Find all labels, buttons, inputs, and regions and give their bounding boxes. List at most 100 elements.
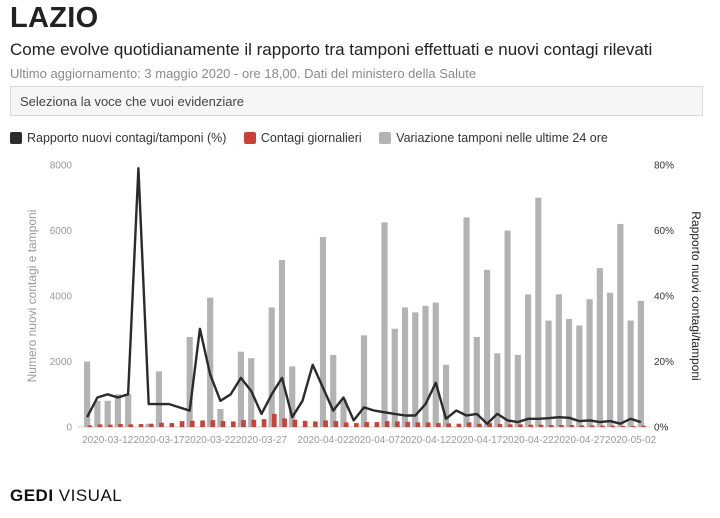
bar-daily-cases (405, 421, 410, 427)
bar-daily-cases (159, 422, 164, 427)
bar-tests-variation (545, 320, 552, 427)
bar-daily-cases (620, 426, 626, 427)
bar-tests-variation (442, 364, 450, 427)
bar-daily-cases (272, 413, 277, 427)
logo-brand-rest: VISUAL (53, 486, 123, 505)
bar-tests-variation (84, 361, 91, 427)
bar-daily-cases (292, 419, 298, 427)
logo-brand-bold: GEDI (10, 486, 54, 505)
bar-tests-variation (494, 353, 501, 427)
bar-tests-variation (514, 354, 521, 427)
x-tick-label-8: 2020-04-22 (502, 435, 554, 446)
bar-daily-cases (497, 424, 503, 427)
y-tick-label-3: 6000 (50, 226, 73, 237)
legend-swatch-daily-cases (243, 132, 256, 144)
x-tick-label-9: 2020-04-27 (554, 435, 606, 446)
bar-tests-variation (381, 222, 388, 427)
bar-daily-cases (610, 425, 616, 427)
bar-daily-cases (313, 421, 318, 427)
bar-tests-variation (412, 312, 419, 427)
y2-tick-label-0: 0% (654, 423, 669, 434)
x-tick-label-3: 2020-03-27 (236, 435, 288, 446)
bar-daily-cases (589, 425, 595, 427)
x-tick-label-10: 2020-05-02 (605, 435, 657, 446)
bar-tests-variation (617, 223, 624, 427)
highlight-select-placeholder: Seleziona la voce che vuoi evidenziare (20, 94, 245, 109)
bar-tests-variation (237, 351, 245, 427)
bar-daily-cases (169, 423, 175, 427)
bar-daily-cases (179, 421, 185, 427)
legend-label-tests-variation: Variazione tamponi nelle ultime 24 ore (396, 131, 608, 145)
bar-tests-variation (524, 294, 532, 427)
bar-daily-cases (354, 423, 359, 427)
bar-daily-cases (384, 421, 390, 427)
bar-tests-variation (504, 230, 511, 427)
y-axis-title: Numero nuovi contagi e tamponi (25, 210, 39, 383)
bar-daily-cases (220, 421, 226, 427)
y2-tick-label-1: 20% (654, 357, 674, 368)
bar-daily-cases (251, 419, 257, 427)
x-tick-label-5: 2020-04-07 (349, 435, 401, 446)
y2-tick-label-2: 40% (654, 292, 674, 303)
bar-tests-variation (319, 237, 327, 427)
bar-tests-variation (576, 325, 583, 427)
bar-tests-variation (555, 294, 562, 427)
bar-tests-variation (340, 399, 347, 427)
y-tick-label-1: 2000 (50, 357, 73, 368)
y2-tick-label-4: 80% (654, 161, 674, 172)
bar-daily-cases (518, 424, 523, 427)
bar-tests-variation (566, 318, 573, 427)
x-tick-label-6: 2020-04-12 (400, 435, 452, 446)
bar-tests-variation (114, 394, 121, 427)
bar-tests-variation (94, 400, 101, 427)
bar-tests-variation (596, 268, 603, 427)
bar-daily-cases (425, 422, 431, 427)
y-tick-label-2: 4000 (50, 292, 73, 303)
bar-tests-variation (145, 423, 152, 427)
bar-daily-cases (466, 422, 472, 427)
bar-tests-variation (586, 299, 593, 427)
line-ratio-series (86, 167, 642, 425)
legend-item-daily-cases[interactable]: Contagi giornalieri (243, 131, 362, 145)
bar-tests-variation (268, 307, 275, 427)
bar-daily-cases (436, 423, 441, 427)
bar-daily-cases (138, 424, 144, 427)
bar-daily-cases (456, 423, 462, 427)
bar-daily-cases (323, 420, 328, 427)
chart-legend: Rapporto nuovi contagi/tamponi (%) Conta… (10, 131, 622, 147)
bar-daily-cases (415, 422, 421, 427)
x-tick-label-4: 2020-04-02 (297, 435, 349, 446)
legend-swatch-ratio (10, 132, 22, 144)
bar-daily-cases (569, 425, 575, 427)
bar-tests-variation (483, 269, 491, 427)
bar-daily-cases (477, 423, 482, 427)
legend-item-ratio[interactable]: Rapporto nuovi contagi/tamponi (%) (10, 131, 226, 145)
bar-tests-variation (627, 320, 634, 427)
bar-tests-variation (607, 292, 614, 427)
bar-daily-cases (630, 426, 636, 427)
combo-chart: 0 2000 4000 6000 8000 0% 20% 40% 60% 80% Numero nu… (25, 161, 703, 447)
legend-label-ratio: Rapporto nuovi contagi/tamponi (%) (27, 131, 227, 145)
bar-daily-cases (333, 421, 339, 427)
bar-tests-variation (125, 394, 132, 427)
bar-tests-variation (422, 305, 429, 427)
bar-tests-variation (289, 366, 296, 427)
bar-tests-variation (463, 217, 470, 427)
bar-daily-cases (374, 422, 380, 427)
bar-daily-cases (548, 425, 554, 427)
legend-item-tests-variation[interactable]: Variazione tamponi nelle ultime 24 ore (379, 131, 608, 145)
highlight-series-select[interactable]: Seleziona la voce che vuoi evidenziare (10, 86, 703, 116)
bar-daily-cases (107, 424, 113, 427)
bar-daily-cases (97, 424, 103, 427)
bar-daily-cases (343, 422, 349, 427)
bar-daily-cases (200, 420, 205, 427)
gedi-visual-logo: GEDI VISUAL (10, 486, 122, 506)
bar-tests-variation (104, 400, 111, 427)
bar-daily-cases (507, 424, 513, 427)
bar-tests-variation (207, 297, 214, 427)
bar-tests-variation (391, 328, 398, 427)
bar-daily-cases (230, 421, 236, 427)
y-tick-label-0: 0 (66, 423, 72, 434)
bar-daily-cases (559, 425, 564, 427)
bar-daily-cases (487, 423, 492, 427)
